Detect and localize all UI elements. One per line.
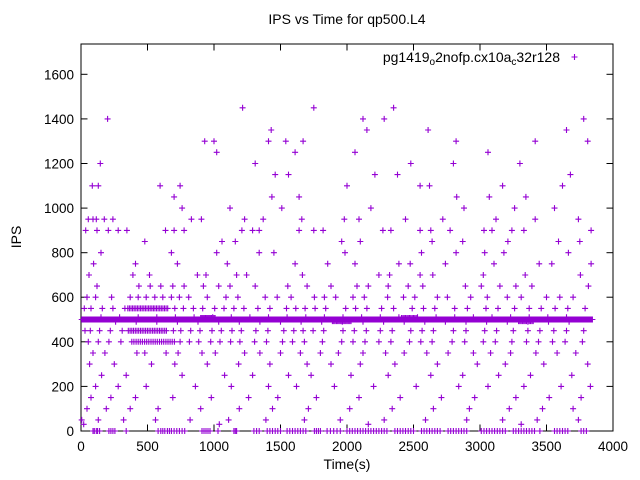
x-axis-label: Time(s): [324, 456, 371, 472]
x-tick-label: 2500: [398, 439, 428, 454]
y-tick-label: 1400: [44, 112, 74, 127]
y-tick-label: 1600: [44, 67, 74, 82]
axis-ticks-layer: [80, 44, 614, 432]
y-axis-label: IPS: [8, 226, 24, 249]
x-tick-label: 3500: [531, 439, 561, 454]
y-tick-label: 800: [51, 246, 74, 261]
legend-series-label: pg1419o2nofp.cx10ac32r128: [383, 49, 560, 68]
x-tick-label: 3000: [465, 439, 495, 454]
chart-title: IPS vs Time for qp500.L4: [268, 11, 425, 27]
legend-plus-marker-icon: [571, 54, 578, 60]
x-tick-label: 4000: [598, 439, 628, 454]
plot-border: [80, 43, 614, 432]
scatter-data-points: [78, 104, 596, 434]
y-tick-label: 1200: [44, 157, 74, 172]
x-tick-label: 2000: [332, 439, 362, 454]
x-tick-label: 1500: [265, 439, 295, 454]
y-tick-label: 1000: [44, 201, 74, 216]
axis-tick-labels-layer: 0 500 1000 1500 2000 2500 3000 3500 4000 0 200 400 6…: [44, 67, 628, 454]
y-tick-label: 400: [51, 335, 74, 350]
x-tick-label: 500: [136, 439, 159, 454]
x-tick-label: 0: [77, 439, 85, 454]
x-tick-label: 1000: [199, 439, 229, 454]
y-tick-label: 200: [51, 379, 74, 394]
y-tick-label: 600: [51, 290, 74, 305]
y-tick-label: 0: [66, 424, 74, 439]
